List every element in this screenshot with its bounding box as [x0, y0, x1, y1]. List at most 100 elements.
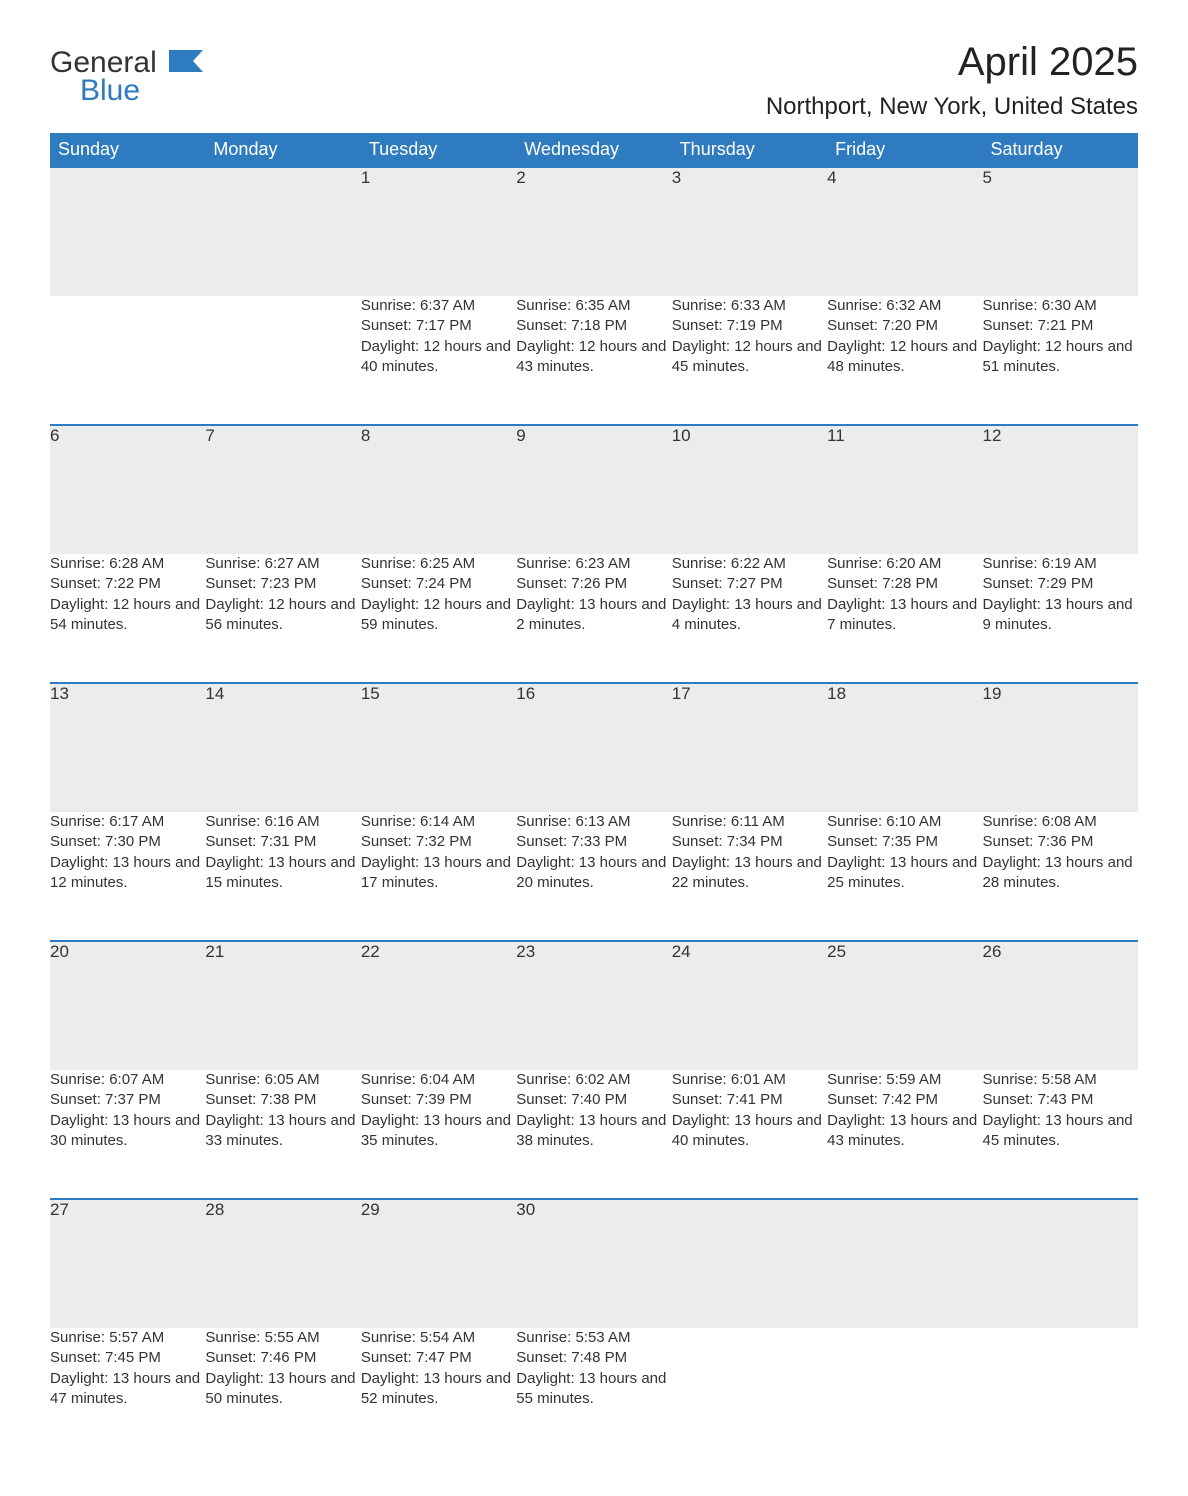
day-content-cell: Sunrise: 6:02 AMSunset: 7:40 PMDaylight:…: [516, 1070, 671, 1199]
day-content-cell: Sunrise: 6:20 AMSunset: 7:28 PMDaylight:…: [827, 554, 982, 683]
day-detail-line: Daylight: 13 hours and 40 minutes.: [672, 1111, 827, 1152]
day-detail-line: Sunset: 7:48 PM: [516, 1348, 671, 1368]
day-detail-line: Sunrise: 5:58 AM: [983, 1070, 1138, 1090]
day-detail-line: Daylight: 12 hours and 48 minutes.: [827, 337, 982, 378]
day-content-cell: Sunrise: 6:28 AMSunset: 7:22 PMDaylight:…: [50, 554, 205, 683]
day-detail-line: Daylight: 13 hours and 9 minutes.: [983, 595, 1138, 636]
day-detail-line: Sunrise: 5:54 AM: [361, 1328, 516, 1348]
weekday-header: Tuesday: [361, 133, 516, 167]
day-content-cell: Sunrise: 6:37 AMSunset: 7:17 PMDaylight:…: [361, 296, 516, 425]
day-detail-line: Sunset: 7:37 PM: [50, 1090, 205, 1110]
day-detail-line: Daylight: 13 hours and 22 minutes.: [672, 853, 827, 894]
day-detail-line: Daylight: 13 hours and 28 minutes.: [983, 853, 1138, 894]
day-number-cell: 11: [827, 425, 982, 554]
day-content-cell: [827, 1328, 982, 1456]
day-detail-line: Sunset: 7:43 PM: [983, 1090, 1138, 1110]
day-detail-line: Sunrise: 6:08 AM: [983, 812, 1138, 832]
day-detail-line: Sunrise: 6:17 AM: [50, 812, 205, 832]
day-content-cell: Sunrise: 6:19 AMSunset: 7:29 PMDaylight:…: [983, 554, 1138, 683]
day-content-cell: Sunrise: 6:13 AMSunset: 7:33 PMDaylight:…: [516, 812, 671, 941]
day-content-cell: Sunrise: 5:53 AMSunset: 7:48 PMDaylight:…: [516, 1328, 671, 1456]
day-detail-line: Sunrise: 5:55 AM: [205, 1328, 360, 1348]
day-detail-line: Sunrise: 6:13 AM: [516, 812, 671, 832]
day-detail-line: Daylight: 13 hours and 17 minutes.: [361, 853, 516, 894]
day-number-cell: 14: [205, 683, 360, 812]
day-detail-line: Daylight: 12 hours and 54 minutes.: [50, 595, 205, 636]
weekday-header-row: Sunday Monday Tuesday Wednesday Thursday…: [50, 133, 1138, 167]
day-content-cell: Sunrise: 6:22 AMSunset: 7:27 PMDaylight:…: [672, 554, 827, 683]
weekday-header: Sunday: [50, 133, 205, 167]
day-detail-line: Sunrise: 6:10 AM: [827, 812, 982, 832]
day-detail-line: Daylight: 13 hours and 2 minutes.: [516, 595, 671, 636]
day-detail-line: Sunset: 7:47 PM: [361, 1348, 516, 1368]
day-number-cell: 5: [983, 167, 1138, 296]
day-detail-line: Sunset: 7:40 PM: [516, 1090, 671, 1110]
day-detail-line: Daylight: 12 hours and 51 minutes.: [983, 337, 1138, 378]
day-number-cell: [205, 167, 360, 296]
day-detail-line: Daylight: 13 hours and 33 minutes.: [205, 1111, 360, 1152]
day-content-cell: [672, 1328, 827, 1456]
day-detail-line: Daylight: 13 hours and 47 minutes.: [50, 1369, 205, 1410]
weekday-header: Thursday: [672, 133, 827, 167]
day-detail-line: Sunrise: 6:37 AM: [361, 296, 516, 316]
day-detail-line: Sunset: 7:41 PM: [672, 1090, 827, 1110]
day-detail-line: Daylight: 13 hours and 43 minutes.: [827, 1111, 982, 1152]
day-content-row: Sunrise: 6:37 AMSunset: 7:17 PMDaylight:…: [50, 296, 1138, 425]
day-content-cell: Sunrise: 6:08 AMSunset: 7:36 PMDaylight:…: [983, 812, 1138, 941]
day-number-cell: [983, 1199, 1138, 1328]
day-detail-line: Sunset: 7:32 PM: [361, 832, 516, 852]
day-detail-line: Sunrise: 6:30 AM: [983, 296, 1138, 316]
day-content-cell: Sunrise: 6:01 AMSunset: 7:41 PMDaylight:…: [672, 1070, 827, 1199]
day-detail-line: Sunrise: 5:57 AM: [50, 1328, 205, 1348]
day-detail-line: Daylight: 13 hours and 50 minutes.: [205, 1369, 360, 1410]
day-detail-line: Sunrise: 6:04 AM: [361, 1070, 516, 1090]
day-content-cell: Sunrise: 5:59 AMSunset: 7:42 PMDaylight:…: [827, 1070, 982, 1199]
day-detail-line: Sunset: 7:45 PM: [50, 1348, 205, 1368]
day-detail-line: Sunrise: 6:05 AM: [205, 1070, 360, 1090]
day-detail-line: Sunrise: 6:19 AM: [983, 554, 1138, 574]
page-title: April 2025: [766, 40, 1138, 85]
day-detail-line: Sunset: 7:17 PM: [361, 316, 516, 336]
day-detail-line: Daylight: 12 hours and 45 minutes.: [672, 337, 827, 378]
day-number-cell: 26: [983, 941, 1138, 1070]
day-number-row: 27282930: [50, 1199, 1138, 1328]
day-content-cell: Sunrise: 6:25 AMSunset: 7:24 PMDaylight:…: [361, 554, 516, 683]
day-detail-line: Sunset: 7:30 PM: [50, 832, 205, 852]
day-content-cell: Sunrise: 6:05 AMSunset: 7:38 PMDaylight:…: [205, 1070, 360, 1199]
day-detail-line: Daylight: 13 hours and 45 minutes.: [983, 1111, 1138, 1152]
day-detail-line: Sunrise: 6:28 AM: [50, 554, 205, 574]
day-detail-line: Sunrise: 6:01 AM: [672, 1070, 827, 1090]
day-detail-line: Sunset: 7:42 PM: [827, 1090, 982, 1110]
day-detail-line: Daylight: 13 hours and 15 minutes.: [205, 853, 360, 894]
weekday-header: Wednesday: [516, 133, 671, 167]
day-detail-line: Daylight: 13 hours and 12 minutes.: [50, 853, 205, 894]
day-detail-line: Daylight: 12 hours and 59 minutes.: [361, 595, 516, 636]
day-number-cell: 3: [672, 167, 827, 296]
day-content-row: Sunrise: 6:07 AMSunset: 7:37 PMDaylight:…: [50, 1070, 1138, 1199]
day-number-cell: 27: [50, 1199, 205, 1328]
day-detail-line: Sunset: 7:23 PM: [205, 574, 360, 594]
day-detail-line: Sunrise: 6:35 AM: [516, 296, 671, 316]
day-detail-line: Daylight: 12 hours and 40 minutes.: [361, 337, 516, 378]
day-detail-line: Sunrise: 6:07 AM: [50, 1070, 205, 1090]
day-number-cell: 15: [361, 683, 516, 812]
day-detail-line: Daylight: 13 hours and 35 minutes.: [361, 1111, 516, 1152]
day-detail-line: Sunrise: 6:25 AM: [361, 554, 516, 574]
day-number-cell: 25: [827, 941, 982, 1070]
day-number-row: 13141516171819: [50, 683, 1138, 812]
day-number-cell: 10: [672, 425, 827, 554]
day-content-cell: [983, 1328, 1138, 1456]
day-detail-line: Sunrise: 5:59 AM: [827, 1070, 982, 1090]
day-number-cell: 19: [983, 683, 1138, 812]
day-number-cell: 29: [361, 1199, 516, 1328]
day-content-cell: Sunrise: 6:32 AMSunset: 7:20 PMDaylight:…: [827, 296, 982, 425]
day-detail-line: Sunset: 7:39 PM: [361, 1090, 516, 1110]
day-content-cell: Sunrise: 6:23 AMSunset: 7:26 PMDaylight:…: [516, 554, 671, 683]
logo-flag-icon: [169, 46, 203, 80]
day-detail-line: Sunrise: 6:14 AM: [361, 812, 516, 832]
day-number-cell: [672, 1199, 827, 1328]
day-detail-line: Daylight: 12 hours and 43 minutes.: [516, 337, 671, 378]
day-detail-line: Sunset: 7:46 PM: [205, 1348, 360, 1368]
day-detail-line: Sunrise: 6:16 AM: [205, 812, 360, 832]
day-content-cell: Sunrise: 6:35 AMSunset: 7:18 PMDaylight:…: [516, 296, 671, 425]
